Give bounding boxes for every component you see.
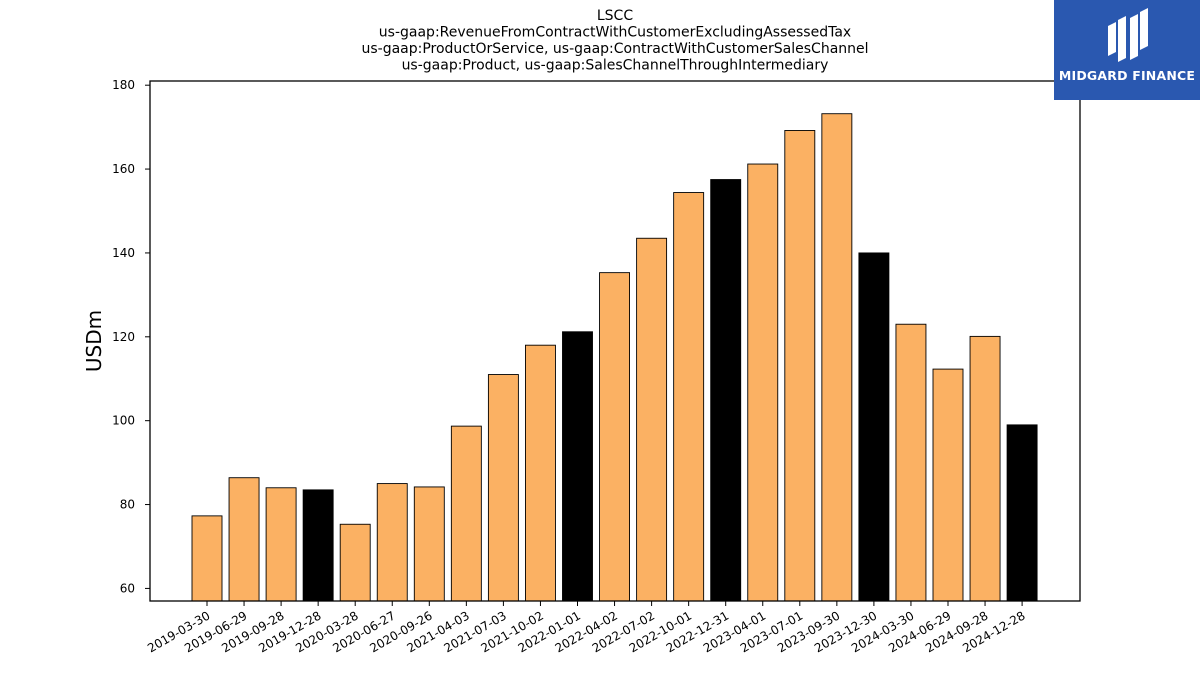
bar: [228, 477, 260, 602]
bar: [376, 483, 408, 602]
bar: [487, 374, 519, 602]
bar: [302, 489, 334, 602]
bar: [339, 523, 371, 602]
bar: [450, 425, 482, 602]
bar: [413, 486, 445, 602]
bar: [969, 335, 1001, 602]
bar: [191, 515, 223, 602]
bar: [710, 179, 742, 602]
y-axis: 60 80 100 120 140 160 180: [112, 78, 150, 595]
bar: [858, 252, 890, 602]
bar: [525, 344, 556, 602]
bar: [1006, 424, 1038, 602]
chart-title: LSCCus-gaap:RevenueFromContractWithCusto…: [361, 8, 868, 74]
y-tick-label: 80: [120, 498, 135, 512]
y-axis-label: USDm: [82, 310, 106, 372]
bar: [932, 368, 964, 602]
bar: [673, 192, 705, 602]
bars: [191, 113, 1038, 602]
bar: [599, 272, 630, 602]
bar: [895, 323, 927, 602]
chart-title-line: us-gaap:RevenueFromContractWithCustomerE…: [379, 25, 851, 41]
y-tick-label: 180: [112, 78, 135, 92]
bar: [265, 487, 297, 602]
logo-mark-icon: [1108, 8, 1148, 62]
midgard-finance-logo: MIDGARD FINANCE: [1054, 0, 1200, 100]
y-tick-label: 140: [112, 246, 135, 260]
x-axis: 2019-03-302019-06-292019-09-282019-12-28…: [145, 601, 1028, 655]
y-tick-label: 60: [120, 581, 135, 595]
chart-title-line: LSCC: [597, 8, 633, 24]
y-tick-label: 160: [112, 162, 135, 176]
bar: [562, 331, 593, 602]
bar: [821, 113, 853, 602]
chart-title-line: us-gaap:ProductOrService, us-gaap:Contra…: [361, 41, 868, 57]
bar: [784, 130, 816, 602]
y-tick-label: 100: [112, 414, 135, 428]
bar: [747, 163, 779, 602]
bar: [636, 237, 668, 602]
y-tick-label: 120: [112, 330, 135, 344]
chart-title-line: us-gaap:Product, us-gaap:SalesChannelThr…: [402, 58, 829, 74]
logo-text: MIDGARD FINANCE: [1058, 68, 1196, 83]
